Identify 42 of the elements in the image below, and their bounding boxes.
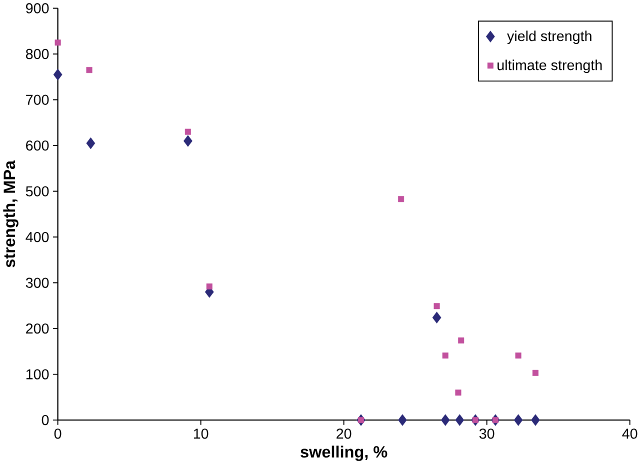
point <box>206 283 212 290</box>
legend-label: ultimate strength <box>498 60 602 73</box>
point <box>515 352 522 359</box>
point <box>442 352 448 359</box>
y-tick-label: 100 <box>26 369 49 380</box>
y-tick-label: 900 <box>26 3 49 14</box>
point <box>455 414 464 426</box>
legend-label: yield strength <box>507 30 592 44</box>
y-tick-label: 700 <box>26 94 49 105</box>
point <box>458 337 464 344</box>
point <box>53 68 62 80</box>
point <box>184 128 191 135</box>
y-tick-label: 600 <box>26 140 49 151</box>
x-tick-label: 40 <box>622 428 638 439</box>
point <box>532 370 538 376</box>
point <box>492 416 498 424</box>
x-axis-title: swelling, % <box>300 446 388 461</box>
point <box>455 390 462 396</box>
point <box>398 414 407 426</box>
y-tick-label: 200 <box>26 323 49 334</box>
point <box>531 414 540 426</box>
x-tick-label: 10 <box>194 428 208 439</box>
point <box>86 137 96 150</box>
point <box>184 135 192 147</box>
x-tick-label: 0 <box>54 428 62 439</box>
y-axis-title: strength, MPa <box>3 160 18 268</box>
point <box>434 303 440 310</box>
point <box>440 414 450 426</box>
y-tick-label: 300 <box>26 278 49 288</box>
y-tick-label: 0 <box>42 414 49 426</box>
y-tick-label: 500 <box>26 186 49 196</box>
point <box>432 312 442 324</box>
point <box>358 416 364 424</box>
x-tick-label: 20 <box>336 428 352 439</box>
point <box>54 40 61 46</box>
point <box>398 196 404 202</box>
point <box>86 66 92 73</box>
y-tick-label: 400 <box>26 232 49 242</box>
point <box>514 414 523 426</box>
x-tick-label: 30 <box>479 428 494 439</box>
point <box>472 416 478 424</box>
y-tick-label: 800 <box>26 48 49 60</box>
